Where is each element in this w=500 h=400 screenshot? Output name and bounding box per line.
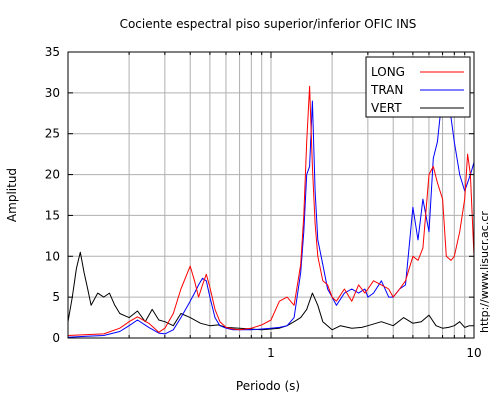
legend-label-tran: TRAN — [370, 83, 403, 97]
legend: LONG TRAN VERT — [365, 56, 471, 118]
y-tick-label: 30 — [45, 86, 60, 100]
series-line-long — [67, 85, 475, 336]
y-axis-ticks: 0 5 10 15 20 25 30 35 — [45, 45, 474, 345]
chart-title: Cociente espectral piso superior/inferio… — [120, 17, 417, 31]
x-axis-label: Periodo (s) — [236, 379, 300, 393]
legend-box — [365, 56, 471, 118]
series-line-tran — [67, 76, 475, 338]
y-tick-label: 10 — [45, 249, 60, 263]
y-tick-label: 5 — [52, 290, 60, 304]
y-tick-label: 25 — [45, 127, 60, 141]
source-url-annotation: http://www.lisucr.ac.cr — [478, 211, 491, 333]
series-layer — [67, 76, 475, 338]
x-axis-ticks: 1 10 — [67, 52, 482, 360]
y-tick-label: 0 — [52, 331, 60, 345]
y-tick-label: 35 — [45, 45, 60, 59]
legend-label-long: LONG — [371, 65, 405, 79]
series-line-vert — [67, 251, 474, 331]
y-tick-label: 20 — [45, 168, 60, 182]
y-tick-label: 15 — [45, 208, 60, 222]
grid-lines — [68, 52, 474, 338]
x-tick-label: 1 — [267, 346, 275, 360]
x-tick-label: 10 — [466, 346, 481, 360]
legend-label-vert: VERT — [371, 101, 402, 115]
y-axis-label: Amplitud — [5, 168, 19, 222]
